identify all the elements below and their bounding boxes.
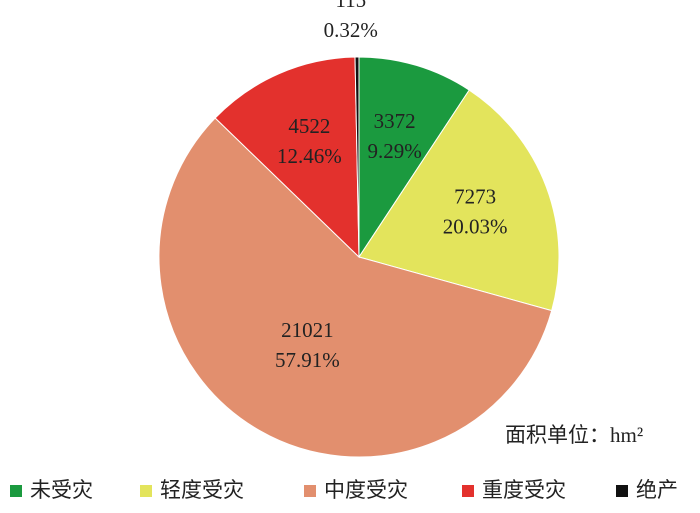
- pie-slice: [358, 89, 560, 312]
- legend-swatch: [140, 485, 152, 497]
- data-label: 115: [335, 0, 366, 12]
- legend-swatch: [616, 485, 628, 497]
- pie-slice: [358, 56, 470, 259]
- legend-swatch: [462, 485, 474, 497]
- percent-label: 0.32%: [324, 18, 378, 42]
- data-label: 7273: [454, 184, 496, 208]
- data-label: 21021: [281, 318, 334, 342]
- data-label: 4522: [288, 114, 330, 138]
- legend-label: 未受灾: [30, 478, 93, 502]
- legend-label: 轻度受灾: [160, 478, 244, 502]
- percent-label: 9.29%: [368, 139, 422, 163]
- pie-slice: [354, 56, 360, 258]
- percent-label: 12.46%: [277, 144, 342, 168]
- unit-note: 面积单位：hm²: [505, 423, 643, 447]
- legend-label: 中度受灾: [324, 478, 408, 502]
- pie-slice: [158, 117, 553, 458]
- legend-swatch: [304, 485, 316, 497]
- percent-label: 57.91%: [275, 348, 340, 372]
- legend-label: 绝产: [636, 478, 678, 502]
- data-label: 3372: [374, 109, 416, 133]
- percent-label: 20.03%: [443, 214, 508, 238]
- legend-label: 重度受灾: [482, 478, 566, 502]
- pie-slice: [214, 56, 360, 259]
- legend-swatch: [10, 485, 22, 497]
